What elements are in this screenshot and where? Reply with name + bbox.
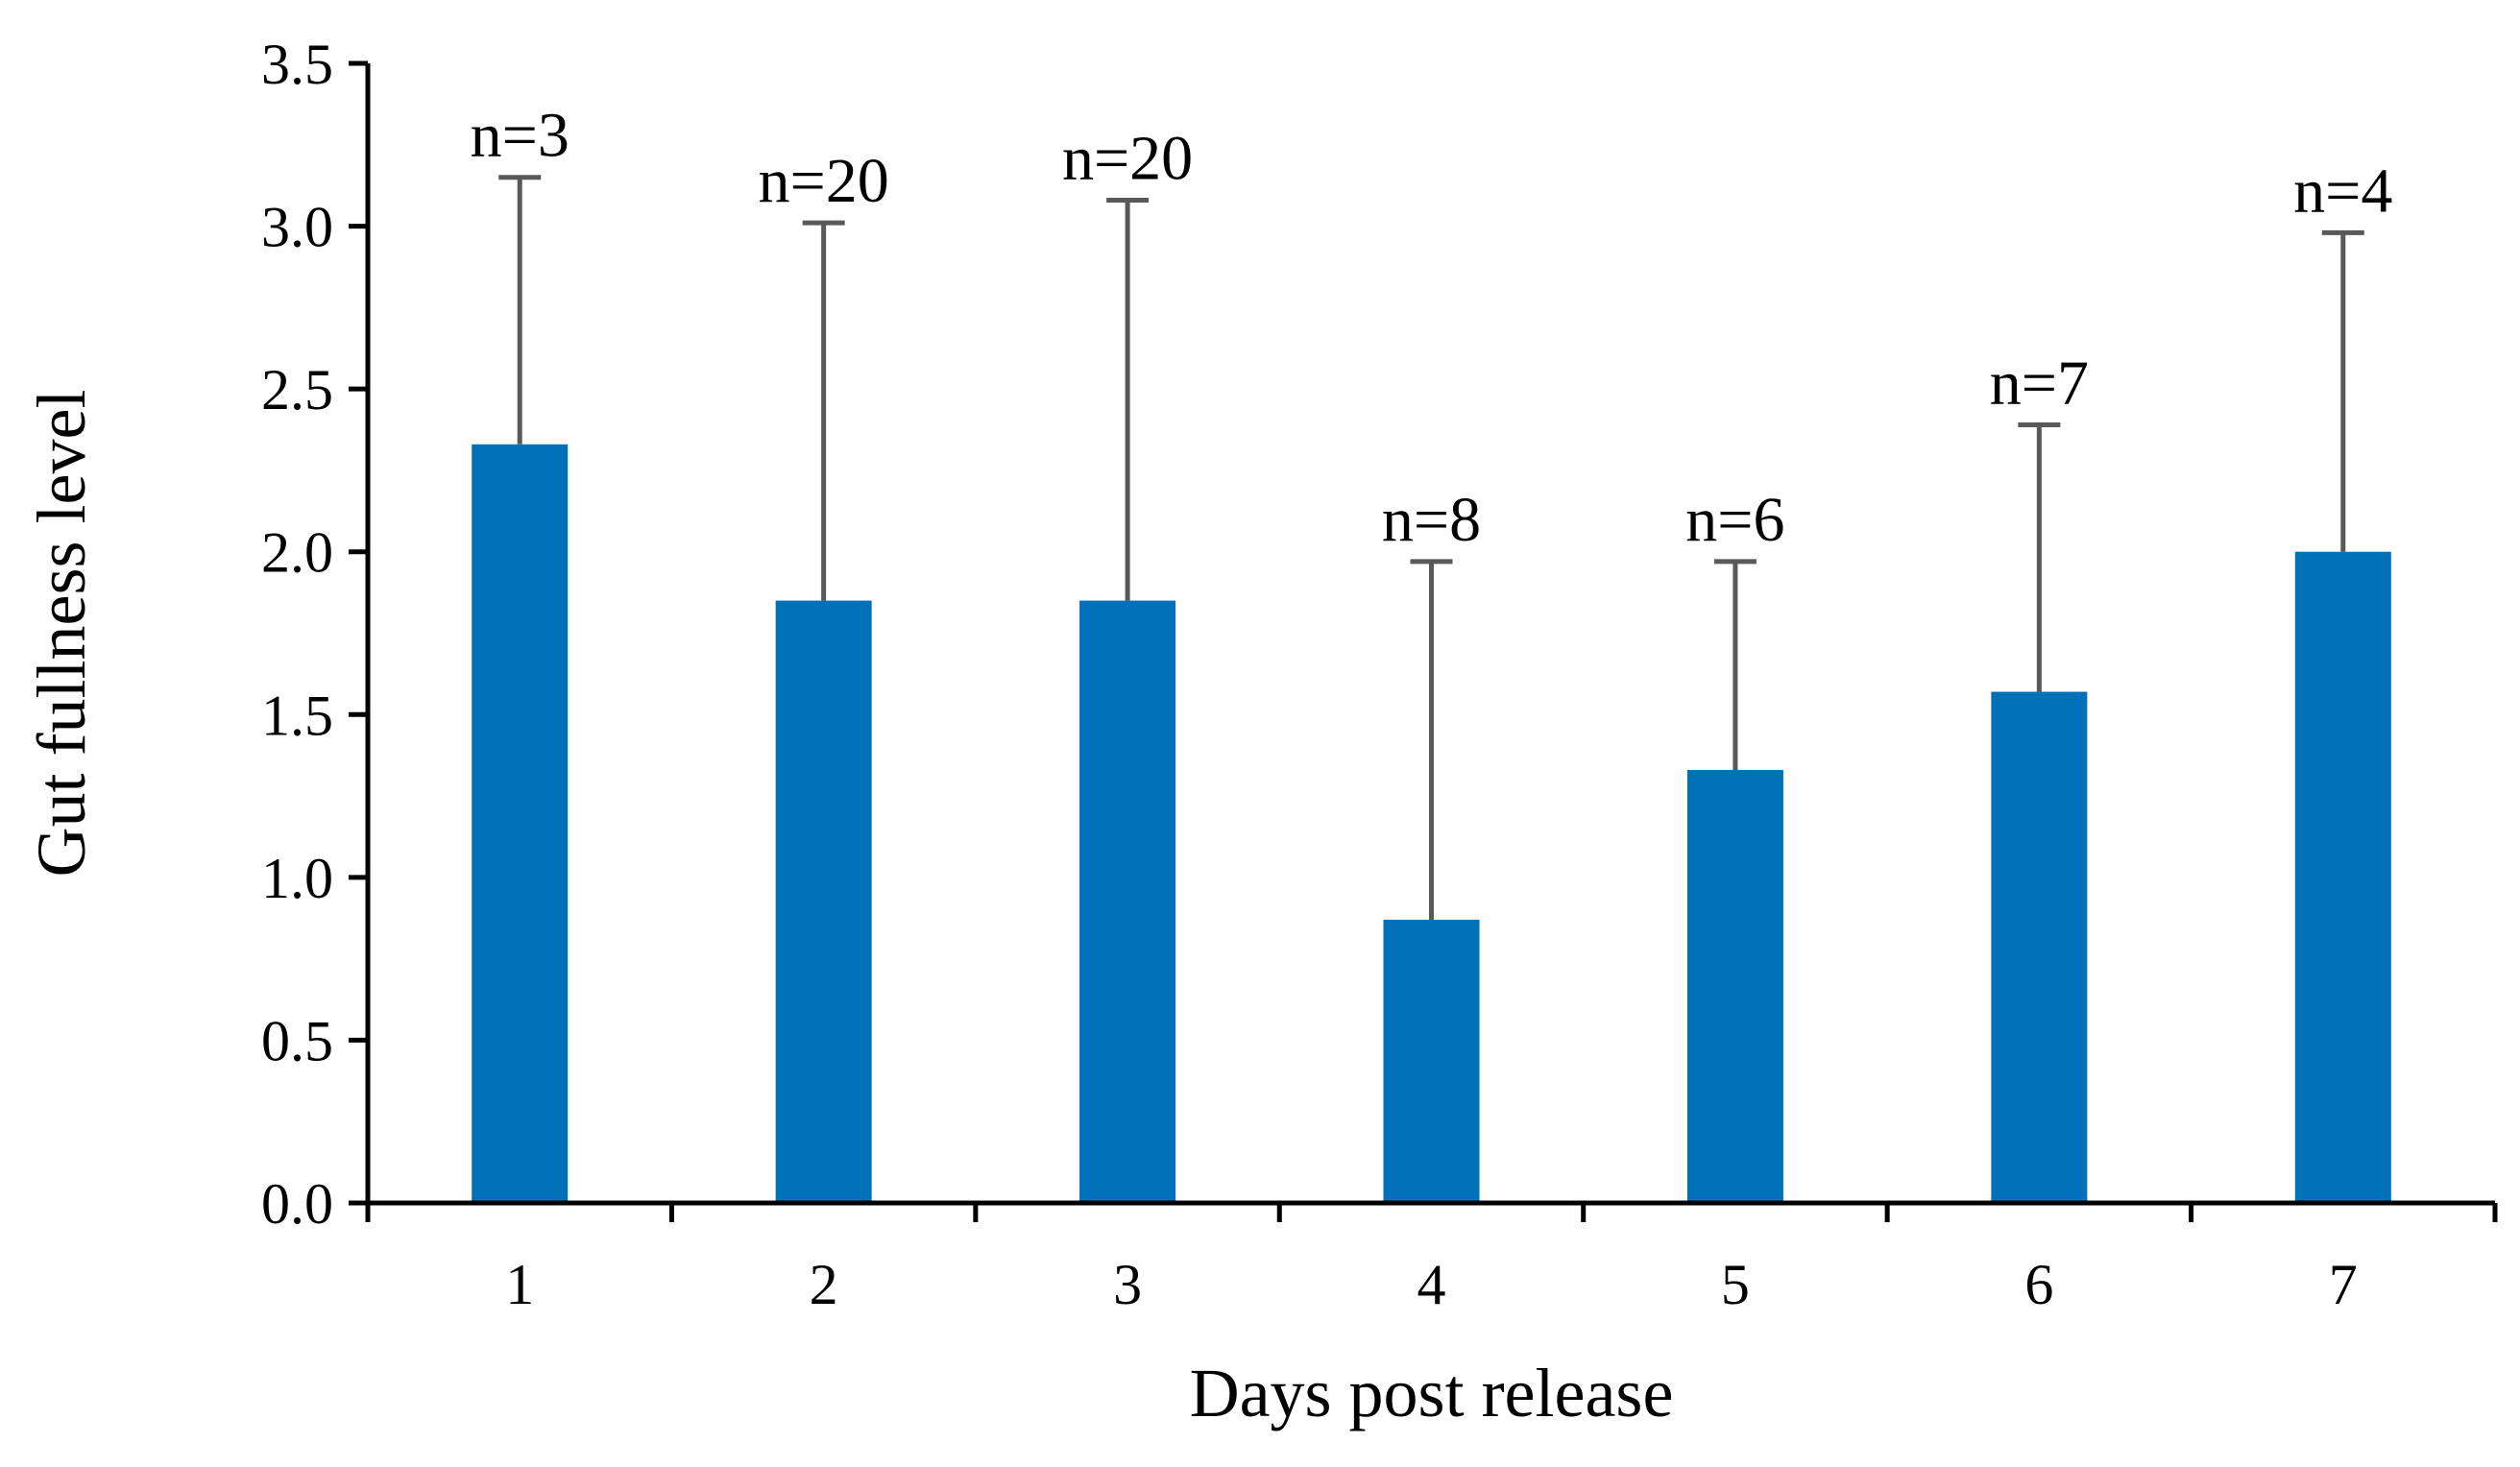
x-tick-label: 6 xyxy=(2024,1253,2053,1316)
x-tick-label: 1 xyxy=(505,1253,534,1316)
bar-day-4 xyxy=(1383,919,1480,1203)
axes-group xyxy=(365,63,2495,1206)
bar-day-5 xyxy=(1686,769,1783,1203)
y-tick-label: 1.5 xyxy=(261,684,333,747)
y-tick-label: 1.0 xyxy=(261,847,333,910)
sample-size-labels-group: n=3 n=20 n=20 n=8 n=6 n=7 n=4 xyxy=(471,101,2393,555)
error-bars-group xyxy=(498,175,2364,920)
bar-day-1 xyxy=(472,444,569,1204)
y-ticks-group: 0.0 0.5 1.0 1.5 2.0 2.5 3.0 3.5 xyxy=(261,33,368,1236)
bar-day-6 xyxy=(1991,691,2088,1203)
y-tick-label: 0.0 xyxy=(261,1172,333,1236)
sample-size-label-day-2: n=20 xyxy=(759,146,889,216)
x-axis-title: Days post release xyxy=(1190,1355,1674,1431)
sample-size-label-day-1: n=3 xyxy=(471,101,569,171)
bar-day-7 xyxy=(2294,551,2391,1203)
sample-size-label-day-4: n=8 xyxy=(1382,485,1481,555)
y-tick-label: 2.0 xyxy=(261,521,333,585)
x-tick-label: 4 xyxy=(1418,1253,1446,1316)
x-tick-label: 3 xyxy=(1113,1253,1142,1316)
sample-size-label-day-6: n=7 xyxy=(1990,348,2089,418)
sample-size-label-day-3: n=20 xyxy=(1062,123,1193,193)
bar-day-2 xyxy=(775,600,872,1203)
sample-size-label-day-7: n=4 xyxy=(2293,156,2392,226)
y-tick-label: 0.5 xyxy=(261,1009,333,1072)
x-tick-label: 7 xyxy=(2329,1253,2358,1316)
y-tick-label: 3.0 xyxy=(261,196,333,259)
sample-size-label-day-5: n=6 xyxy=(1685,485,1784,555)
x-tick-label: 2 xyxy=(810,1253,838,1316)
y-tick-label: 3.5 xyxy=(261,33,333,96)
x-tick-label: 5 xyxy=(1721,1253,1750,1316)
y-tick-label: 2.5 xyxy=(261,358,333,421)
x-ticks-group: 1 2 3 4 5 6 7 xyxy=(365,1203,2498,1316)
bar-day-3 xyxy=(1079,600,1176,1203)
y-axis-title: Gut fullness level xyxy=(23,390,100,878)
bars-group xyxy=(472,444,2391,1204)
